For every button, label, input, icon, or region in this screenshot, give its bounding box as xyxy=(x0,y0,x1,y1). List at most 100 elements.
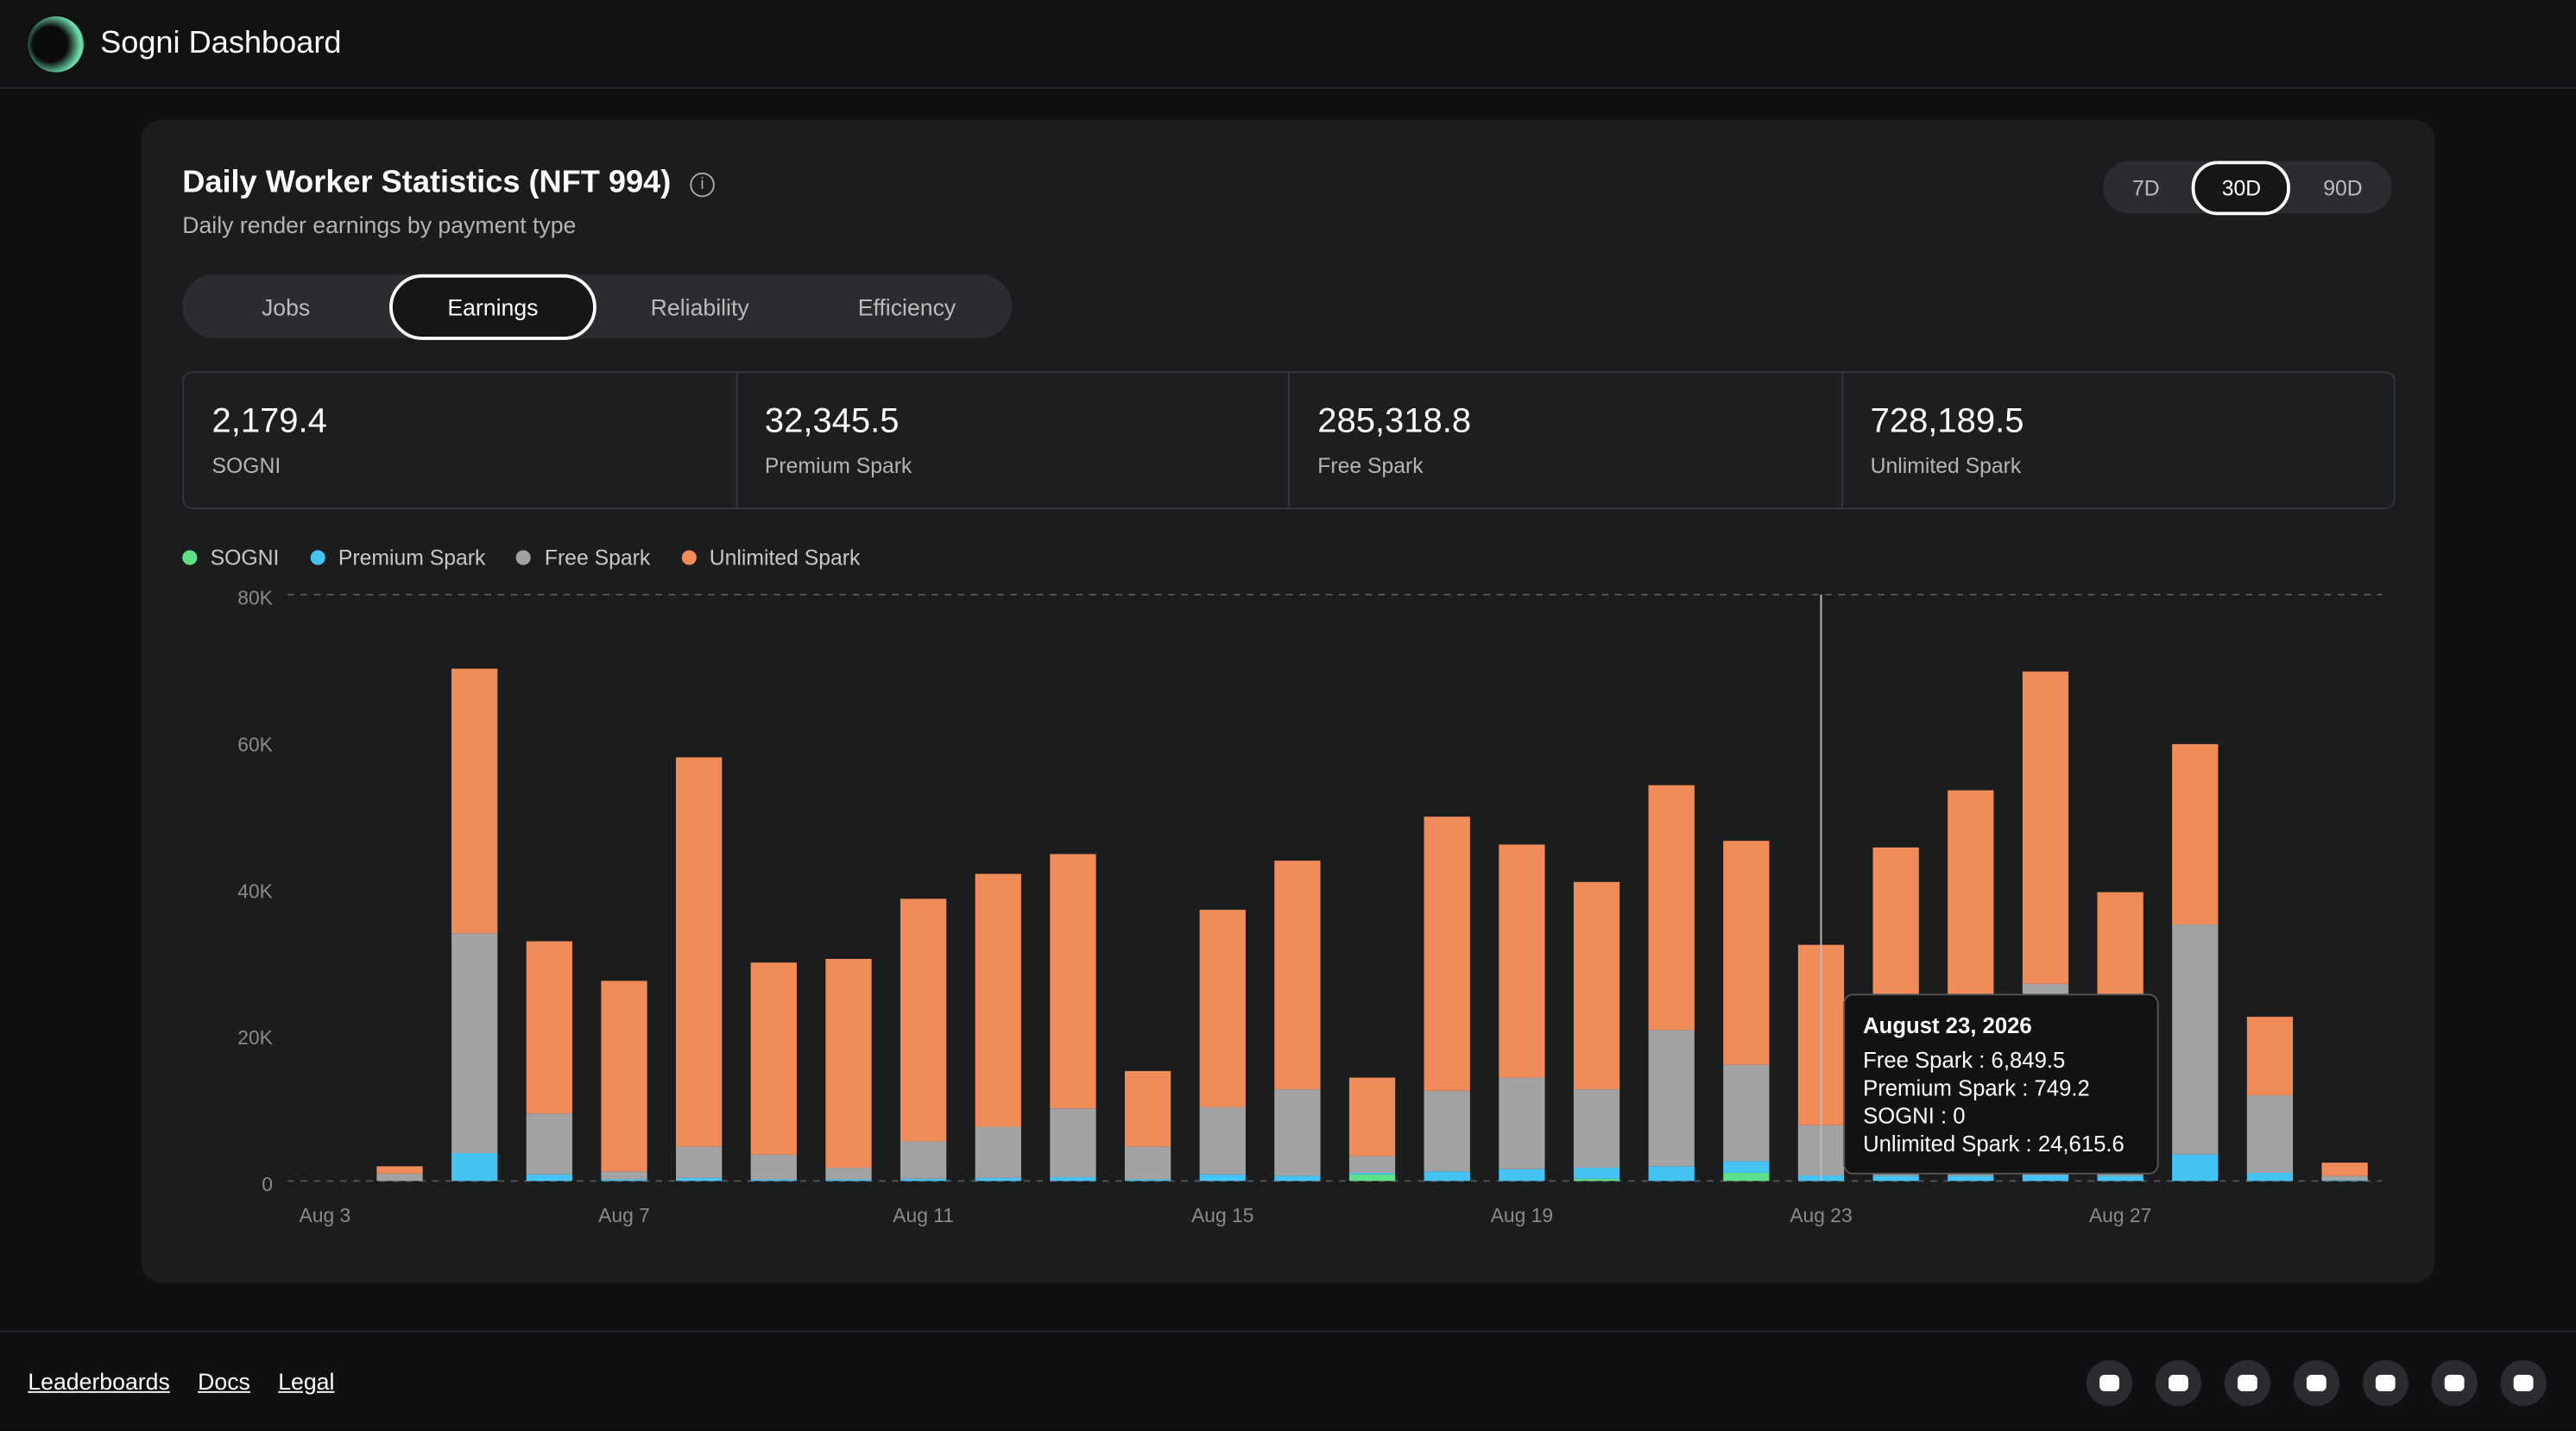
bar-segment xyxy=(2172,924,2219,1155)
icon[interactable] xyxy=(2500,1359,2547,1407)
bar-segment xyxy=(1648,785,1695,1031)
stats: 2,179.4 SOGNI 32,345.5 Premium Spark 285,318… xyxy=(182,371,2396,509)
icon[interactable] xyxy=(2293,1359,2339,1407)
bar-segment xyxy=(2246,1094,2294,1173)
bar-segment xyxy=(1723,1064,1770,1162)
icon[interactable] xyxy=(2086,1359,2133,1407)
bar-segment xyxy=(526,1113,572,1175)
tooltip-row: Premium Spark : 749.2 xyxy=(1863,1075,2090,1101)
tab[interactable]: Earnings xyxy=(389,273,597,339)
bar-segment xyxy=(825,958,872,1169)
logo[interactable] xyxy=(28,16,85,72)
bar-segment xyxy=(2022,671,2069,984)
bar-segment xyxy=(975,873,1021,1127)
bar-segment xyxy=(2022,1175,2069,1182)
bar-segment xyxy=(900,898,947,1142)
footer-link[interactable]: Legal xyxy=(278,1368,335,1395)
x-tick-label: Aug 3 xyxy=(300,1204,351,1226)
bar-segment xyxy=(2172,1154,2219,1182)
stat-card: 285,318.8 Free Spark xyxy=(1290,372,1843,508)
bar-segment xyxy=(601,1179,647,1182)
legend: SOGNI Premium Spark Free Spark Unlimited Sp… xyxy=(182,545,891,571)
stat-label: Unlimited Spark xyxy=(1870,453,2022,478)
range-button[interactable]: 90D xyxy=(2323,174,2363,200)
bar-segment xyxy=(1050,1108,1096,1178)
footer xyxy=(0,1330,2576,1430)
bar-segment xyxy=(900,1141,947,1179)
x-tick-label: Aug 11 xyxy=(893,1204,954,1226)
bar-segment xyxy=(1648,1030,1695,1167)
bar-segment xyxy=(1274,1176,1321,1182)
tooltip-title: August 23, 2026 xyxy=(1863,1013,2032,1038)
y-tick-label: 80K xyxy=(237,587,273,609)
range-button[interactable]: 30D xyxy=(2192,160,2291,215)
legend-item: Premium Spark xyxy=(310,545,486,571)
footer-links: Leaderboards Docs Legal xyxy=(28,1368,362,1394)
bar-segment xyxy=(1348,1174,1396,1182)
bar-segment xyxy=(526,941,572,1114)
panel-subtitle: Daily render earnings by payment type xyxy=(182,211,577,238)
bar-segment xyxy=(2246,1017,2294,1095)
stat-card: 32,345.5 Premium Spark xyxy=(737,372,1290,508)
range-selector: 7D 30D 90D xyxy=(2102,160,2392,215)
bar-segment xyxy=(601,1171,647,1180)
bar-segment xyxy=(1723,1161,1770,1173)
bar-segment xyxy=(975,1126,1021,1178)
icon[interactable] xyxy=(2431,1359,2478,1407)
stat-value: 2,179.4 xyxy=(212,402,327,441)
bar-segment xyxy=(1424,1171,1470,1182)
y-tick-label: 20K xyxy=(237,1026,273,1049)
legend-label: SOGNI xyxy=(210,545,280,571)
legend-swatch xyxy=(310,550,325,565)
bar-segment xyxy=(676,1177,723,1182)
chart: 0 20K 40K 60K 80K Aug 3 Aug 7 Aug 11 Aug 15 Aug 1… xyxy=(237,587,2383,1226)
stat-value: 728,189.5 xyxy=(1870,402,2024,441)
tooltip-row: Free Spark : 6,849.5 xyxy=(1863,1048,2066,1073)
footer-link[interactable]: Docs xyxy=(198,1368,250,1395)
legend-swatch xyxy=(681,550,697,565)
bar-segment xyxy=(1424,1090,1470,1172)
bar-segment xyxy=(825,1179,872,1182)
tab[interactable]: Jobs xyxy=(261,293,311,320)
bar-segment xyxy=(451,1153,498,1182)
icon[interactable] xyxy=(2362,1359,2409,1407)
bar-segment xyxy=(1499,1169,1545,1182)
stat-label: Premium Spark xyxy=(764,453,912,478)
bar-segment xyxy=(1348,1172,1396,1175)
bar-segment xyxy=(2172,744,2219,925)
bar-segment xyxy=(376,1173,423,1182)
bar-segment xyxy=(1124,1146,1171,1180)
y-tick-label: 40K xyxy=(237,879,273,902)
stat-label: Free Spark xyxy=(1317,453,1424,478)
range-button[interactable]: 7D xyxy=(2132,174,2160,200)
footer-link[interactable]: Leaderboards xyxy=(28,1368,170,1395)
legend-item: Free Spark xyxy=(516,545,650,570)
bar-segment xyxy=(1648,1166,1695,1182)
bar-segment xyxy=(825,1168,872,1180)
x-tick-label: Aug 23 xyxy=(1790,1204,1852,1226)
tooltip-row: SOGNI : 0 xyxy=(1863,1103,1966,1129)
tab[interactable]: Reliability xyxy=(650,293,749,320)
icon[interactable] xyxy=(2224,1359,2271,1407)
bar-segment xyxy=(2321,1180,2368,1182)
bar-segment xyxy=(526,1174,572,1182)
legend-swatch xyxy=(516,550,532,565)
app-title: Sogni Dashboard xyxy=(100,26,342,61)
info-icon[interactable]: i xyxy=(690,172,715,198)
bar-segment xyxy=(1499,1077,1545,1169)
stat-value: 32,345.5 xyxy=(764,402,900,441)
bar-segment xyxy=(2321,1163,2368,1176)
legend-label: Premium Spark xyxy=(338,545,486,571)
icon[interactable] xyxy=(2155,1359,2202,1407)
x-tick-label: Aug 27 xyxy=(2089,1204,2151,1226)
legend-item: Unlimited Spark xyxy=(681,545,860,570)
bar-segment xyxy=(900,1178,947,1182)
bar-segment xyxy=(1274,860,1321,1090)
tab[interactable]: Efficiency xyxy=(857,293,957,320)
tooltip-row: Unlimited Spark : 24,615.6 xyxy=(1863,1132,2125,1157)
bar-segment xyxy=(1948,1176,1994,1182)
bar-segment xyxy=(1573,1168,1620,1179)
bar-segment xyxy=(1499,844,1545,1078)
y-tick-label: 60K xyxy=(237,733,273,755)
